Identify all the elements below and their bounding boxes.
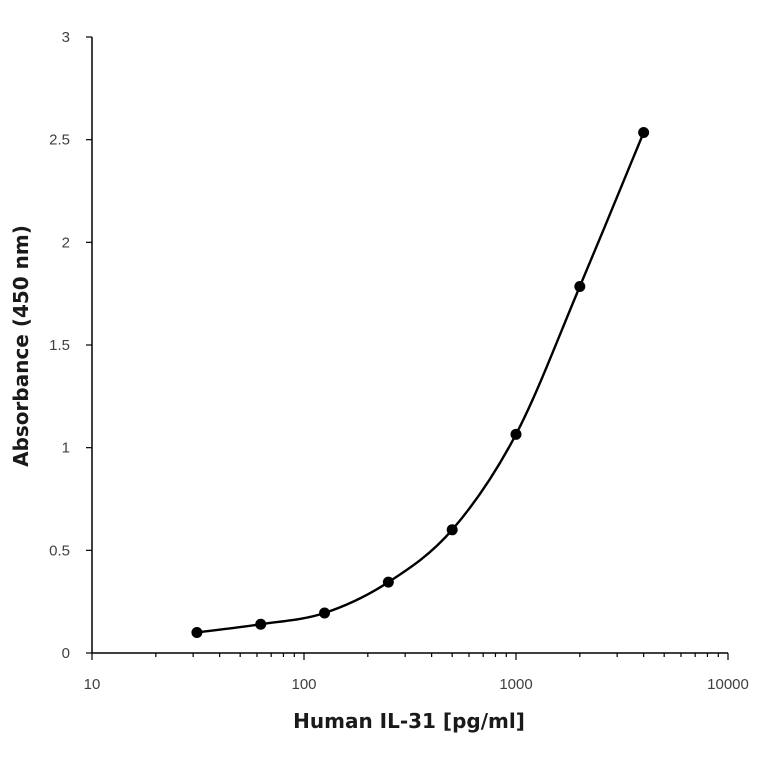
x-tick-label: 10000	[707, 676, 749, 693]
data-point	[319, 607, 331, 619]
data-point	[191, 626, 203, 638]
data-point	[574, 280, 586, 292]
y-tick-label: 1.5	[49, 337, 70, 354]
ticks	[86, 36, 729, 660]
x-axis-title: Human IL-31 [pg/ml]	[293, 709, 525, 733]
x-tick-label: 1000	[499, 676, 532, 693]
x-tick-label: 10	[84, 676, 101, 693]
data-point	[510, 428, 522, 440]
y-tick-label: 0	[62, 645, 70, 662]
data-point	[255, 618, 267, 630]
tick-labels: 0 0.5 1 1.5 2 2.5 3 10 100 1000 10000	[49, 29, 749, 693]
y-axis-title: Absorbance (450 nm)	[9, 225, 33, 467]
y-tick-label: 2	[62, 234, 70, 251]
y-tick-label: 1	[62, 440, 70, 457]
series-line	[196, 132, 645, 634]
data-point	[382, 576, 394, 588]
axes	[91, 37, 728, 654]
x-tick-label: 100	[291, 676, 316, 693]
y-tick-label: 3	[62, 29, 70, 46]
y-tick-label: 0.5	[49, 542, 70, 559]
data-markers	[191, 126, 650, 638]
y-tick-label: 2.5	[49, 132, 70, 149]
data-point	[446, 524, 458, 536]
data-point	[638, 126, 650, 138]
